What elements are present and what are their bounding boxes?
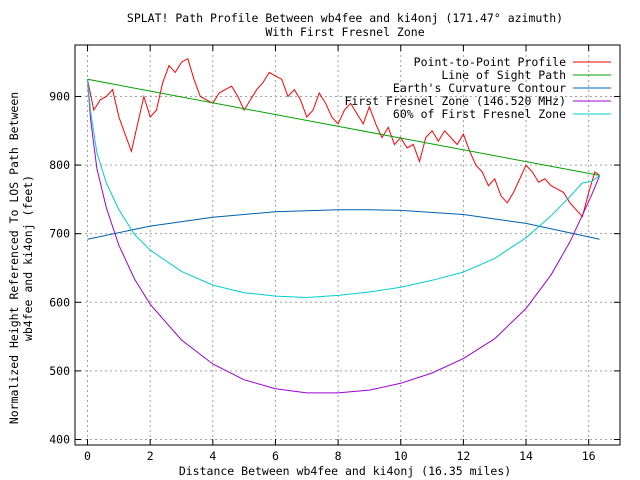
series-line-first-fresnel-zone	[87, 79, 601, 394]
x-tick-label: 14	[519, 449, 533, 463]
y-axis-label-line-1: Normalized Height Referenced To LOS Path…	[7, 92, 21, 424]
legend-label-first-fresnel-zone: First Fresnel Zone (146.520 MHz)	[344, 94, 566, 108]
legend-label-point-to-point-profile: Point-to-Point Profile	[414, 55, 566, 69]
series-line-point-to-point-profile	[87, 57, 600, 218]
series-layer	[87, 57, 601, 394]
y-axis-label-line-2: wb4fee and ki4onj (feet)	[21, 175, 35, 341]
y-tick-label: 400	[49, 433, 70, 447]
chart-title: SPLAT! Path Profile Between wb4fee and k…	[127, 11, 563, 25]
x-tick-label: 10	[394, 449, 408, 463]
y-tick-label: 600	[49, 295, 70, 309]
plot-frame	[74, 44, 621, 446]
legend-label-earth-curvature-contour: Earth's Curvature Contour	[393, 81, 566, 95]
legend-label-sixty-percent-fresnel-zone: 60% of First Fresnel Zone	[393, 107, 566, 121]
x-tick-label: 0	[84, 449, 91, 463]
x-tick-label: 6	[272, 449, 279, 463]
series-line-sixty-percent-fresnel-zone	[87, 79, 600, 299]
x-tick-label: 2	[147, 449, 154, 463]
legend-label-line-of-sight-path: Line of Sight Path	[441, 68, 566, 82]
grid-lines	[75, 45, 620, 445]
x-tick-label: 4	[209, 449, 216, 463]
y-tick-label: 700	[49, 227, 70, 241]
x-axis-label: Distance Between wb4fee and ki4onj (16.3…	[179, 464, 511, 478]
y-tick-label: 500	[49, 364, 70, 378]
chart-subtitle: With First Fresnel Zone	[265, 25, 424, 39]
y-axis-ticks: 400 500 600 700 800 900	[49, 89, 620, 447]
series-line-line-of-sight-path	[87, 78, 600, 176]
y-tick-label: 800	[49, 158, 70, 172]
x-tick-label: 16	[582, 449, 596, 463]
y-tick-label: 900	[49, 89, 70, 103]
series-line-earth-curvature-contour	[87, 209, 600, 240]
x-tick-label: 12	[456, 449, 470, 463]
x-tick-label: 8	[335, 449, 342, 463]
x-axis-ticks: 0 2 4 6 8 10 12 14 16	[84, 45, 596, 463]
